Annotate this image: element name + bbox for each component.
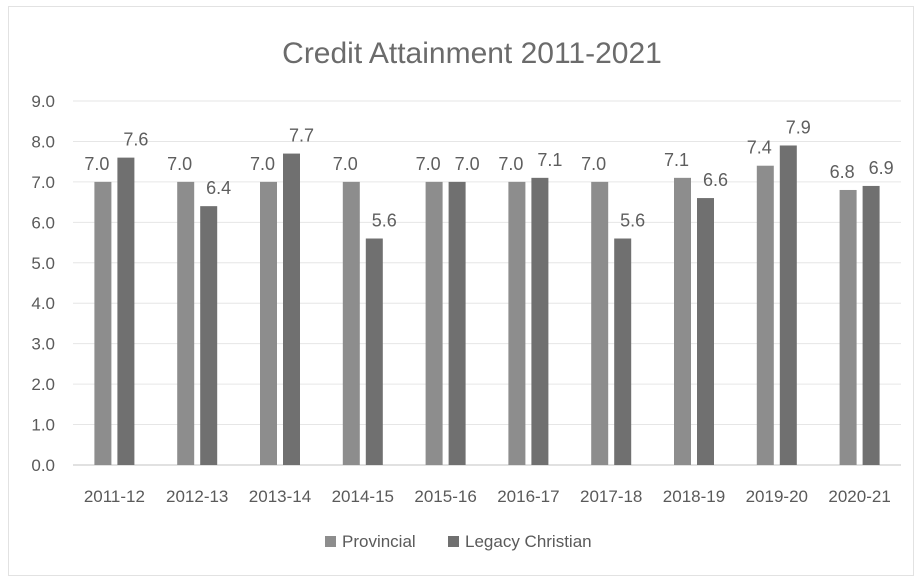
bar-provincial <box>94 181 112 465</box>
chart-frame: Credit Attainment 2011-2021 0.0 1.0 2.0 3.0… <box>8 6 914 576</box>
bar-provincial <box>591 181 609 465</box>
legend-swatch-legacy-christian <box>448 536 459 547</box>
data-label: 7.0 <box>167 154 192 174</box>
bar-legacy-christian <box>200 206 218 465</box>
data-label: 7.1 <box>537 150 562 170</box>
bar-legacy-christian <box>697 198 714 466</box>
data-label: 7.0 <box>581 154 606 174</box>
x-tick-label: 2011-12 <box>84 487 145 506</box>
legend-label: Provincial <box>342 532 416 551</box>
y-tick-label: 9.0 <box>31 92 55 111</box>
y-tick-label: 6.0 <box>31 213 55 232</box>
bar-legacy-christian <box>862 185 880 465</box>
data-label: 7.1 <box>664 150 689 170</box>
data-label: 7.0 <box>250 154 275 174</box>
data-label: 6.9 <box>869 158 894 178</box>
bar-provincial <box>260 181 277 465</box>
y-tick-label: 7.0 <box>31 173 55 192</box>
data-label: 7.9 <box>786 117 811 137</box>
gridlines <box>73 100 901 466</box>
chart-title: Credit Attainment 2011-2021 <box>282 37 662 70</box>
bar-provincial <box>425 181 443 465</box>
legend: Provincial Legacy Christian <box>325 532 592 551</box>
data-label: 5.6 <box>372 211 397 231</box>
x-tick-label: 2018-19 <box>663 487 725 506</box>
data-label: 7.0 <box>84 154 109 174</box>
data-label: 6.4 <box>206 178 231 198</box>
bars <box>94 145 880 466</box>
data-label: 6.8 <box>830 162 855 182</box>
x-tick-label: 2013-14 <box>249 487 311 506</box>
bar-legacy-christian <box>531 177 549 465</box>
bar-legacy-christian <box>614 238 632 465</box>
x-tick-label: 2019-20 <box>746 487 808 506</box>
data-labels: 7.0 7.6 7.0 6.4 7.0 7.7 7.0 5.6 7.0 7.0 7.0 7.1 7.0 5… <box>84 117 893 230</box>
bar-provincial <box>839 189 857 465</box>
data-label: 7.0 <box>416 154 441 174</box>
y-tick-label: 8.0 <box>31 132 55 151</box>
bar-legacy-christian <box>283 153 300 466</box>
data-label: 7.0 <box>333 154 358 174</box>
y-tick-label: 3.0 <box>31 335 55 354</box>
y-tick-label: 2.0 <box>31 375 55 394</box>
bar-provincial <box>177 181 195 465</box>
y-tick-label: 0.0 <box>31 456 55 475</box>
bar-chart: Credit Attainment 2011-2021 0.0 1.0 2.0 3.0… <box>31 37 901 551</box>
legend-swatch-provincial <box>325 536 336 547</box>
x-tick-label: 2012-13 <box>166 487 228 506</box>
x-axis-ticks: 2011-12 2012-13 2013-14 2014-15 2015-16 2016-… <box>84 487 891 506</box>
bar-legacy-christian <box>779 145 797 465</box>
data-label: 5.6 <box>620 211 645 231</box>
bar-legacy-christian <box>365 238 383 465</box>
bar-legacy-christian <box>448 181 466 465</box>
x-tick-label: 2020-21 <box>828 487 890 506</box>
bar-provincial <box>756 165 774 465</box>
bar-provincial <box>342 181 360 465</box>
bar-provincial <box>508 181 526 465</box>
data-label: 7.7 <box>289 126 314 146</box>
y-tick-label: 1.0 <box>31 416 55 435</box>
bar-provincial <box>674 177 691 465</box>
x-tick-label: 2016-17 <box>497 487 559 506</box>
legend-label: Legacy Christian <box>465 532 592 551</box>
x-tick-label: 2014-15 <box>332 487 394 506</box>
x-tick-label: 2015-16 <box>414 487 476 506</box>
bar-legacy-christian <box>117 157 135 465</box>
data-label: 7.6 <box>123 130 148 150</box>
y-axis-ticks: 0.0 1.0 2.0 3.0 4.0 5.0 6.0 7.0 8.0 9.0 <box>31 92 55 475</box>
data-label: 7.0 <box>498 154 523 174</box>
data-label: 7.0 <box>455 154 480 174</box>
data-label: 6.6 <box>703 170 728 190</box>
data-label: 7.4 <box>747 138 772 158</box>
x-tick-label: 2017-18 <box>580 487 642 506</box>
y-tick-label: 4.0 <box>31 294 55 313</box>
y-tick-label: 5.0 <box>31 254 55 273</box>
